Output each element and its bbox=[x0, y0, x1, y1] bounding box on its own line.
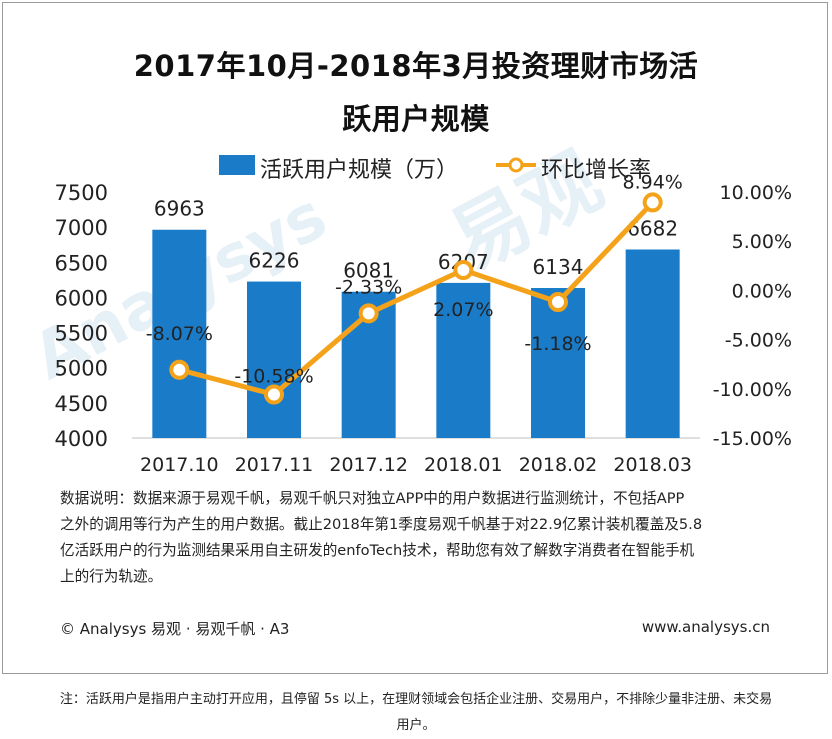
x-tick-label: 2017.10 bbox=[140, 454, 219, 476]
bar-value-label: 6081 bbox=[343, 259, 394, 283]
y-left-tick-label: 5500 bbox=[55, 322, 108, 346]
legend: 活跃用户规模（万） 环比增长率 bbox=[0, 152, 832, 183]
data-note-line4: 上的行为轨迹。 bbox=[60, 568, 163, 585]
data-note-line2: 之外的调用等行为产生的用户数据。截止2018年第1季度易观千帆基于对22.9亿累… bbox=[60, 516, 703, 533]
y-right-tick-label: 5.00% bbox=[732, 231, 792, 253]
y-right-tick-label: -10.00% bbox=[713, 379, 792, 401]
y-left-tick-label: 6000 bbox=[55, 286, 108, 310]
bottom-footnote-line1: 注：活跃用户是指用户主动打开应用，且停留 5s 以上，在理财领域会包括企业注册、… bbox=[59, 692, 773, 707]
growth-rate-label: -2.33% bbox=[335, 276, 402, 298]
growth-rate-point bbox=[358, 303, 379, 324]
y-right-tick-label: 0.00% bbox=[732, 280, 792, 302]
bar bbox=[247, 281, 301, 438]
x-tick-label: 2017.12 bbox=[329, 454, 408, 476]
bar bbox=[531, 288, 585, 438]
bottom-footnote-line2: 用户。 bbox=[396, 718, 436, 733]
legend-bar-label: 活跃用户规模（万） bbox=[260, 158, 459, 183]
bottom-footnote: 注：活跃用户是指用户主动打开应用，且停留 5s 以上，在理财领域会包括企业注册、… bbox=[0, 687, 832, 739]
x-tick-label: 2018.03 bbox=[613, 454, 692, 476]
growth-rate-label: -1.18% bbox=[524, 333, 591, 355]
y-right-tick-label: -5.00% bbox=[725, 330, 792, 352]
y-left-tick-label: 4500 bbox=[55, 392, 108, 416]
growth-rate-label: -8.07% bbox=[146, 323, 213, 345]
growth-rate-point bbox=[453, 260, 474, 281]
legend-line-label: 环比增长率 bbox=[541, 158, 652, 183]
bar-value-label: 6963 bbox=[154, 197, 205, 221]
bar bbox=[436, 282, 491, 438]
chart-title: 2017年10月-2018年3月投资理财市场活 bbox=[133, 49, 699, 83]
legend-bar-swatch bbox=[219, 155, 255, 175]
growth-rate-point bbox=[642, 192, 663, 213]
chart-title-line2: 跃用户规模 bbox=[342, 102, 490, 136]
x-tick-label: 2017.11 bbox=[235, 454, 314, 476]
growth-rate-label: 8.94% bbox=[622, 171, 682, 193]
growth-rate-label: -10.58% bbox=[234, 366, 313, 388]
data-note-line1: 数据说明：数据来源于易观千帆，易观千帆只对独立APP中的用户数据进行监测统计，不… bbox=[60, 490, 685, 507]
bar bbox=[625, 249, 680, 438]
growth-rate-label: 2.07% bbox=[433, 299, 493, 321]
chart-plot: 4000 4500 5000 5500 6000 6500 7000 7500 -15.00% -… bbox=[55, 171, 792, 476]
x-tick-label: 2018.01 bbox=[424, 454, 503, 476]
y-left-tick-label: 4000 bbox=[55, 427, 108, 451]
y-left-tick-label: 6500 bbox=[55, 251, 108, 275]
chart-frame bbox=[2, 2, 828, 674]
y-right-tick-label: -15.00% bbox=[713, 428, 792, 450]
bar-value-label: 6134 bbox=[533, 255, 584, 279]
footer-brand: © Analysys 易观 · 易观千帆 · A3 bbox=[60, 620, 290, 638]
y-right-tick-label: 10.00% bbox=[720, 182, 792, 204]
y-left-tick-label: 7500 bbox=[55, 181, 108, 205]
bar bbox=[152, 229, 207, 438]
footer-website: www.analysys.cn bbox=[641, 618, 770, 636]
data-note-line3: 亿活跃用户的行为监测结果采用自主研发的enfoTech技术，帮助您有效了解数字消… bbox=[60, 542, 695, 559]
growth-rate-line bbox=[178, 200, 655, 398]
data-note: 数据说明：数据来源于易观千帆，易观千帆只对独立APP中的用户数据进行监测统计，不… bbox=[60, 486, 785, 590]
growth-rate-point bbox=[548, 292, 568, 313]
bar-value-label: 6226 bbox=[249, 249, 300, 273]
x-tick-label: 2018.02 bbox=[519, 454, 598, 476]
growth-rate-point bbox=[169, 359, 190, 380]
legend-line-swatch bbox=[496, 157, 536, 173]
y-left-tick-label: 5000 bbox=[55, 357, 108, 381]
y-left-tick-label: 7000 bbox=[55, 216, 108, 240]
growth-rate-point bbox=[264, 384, 284, 405]
